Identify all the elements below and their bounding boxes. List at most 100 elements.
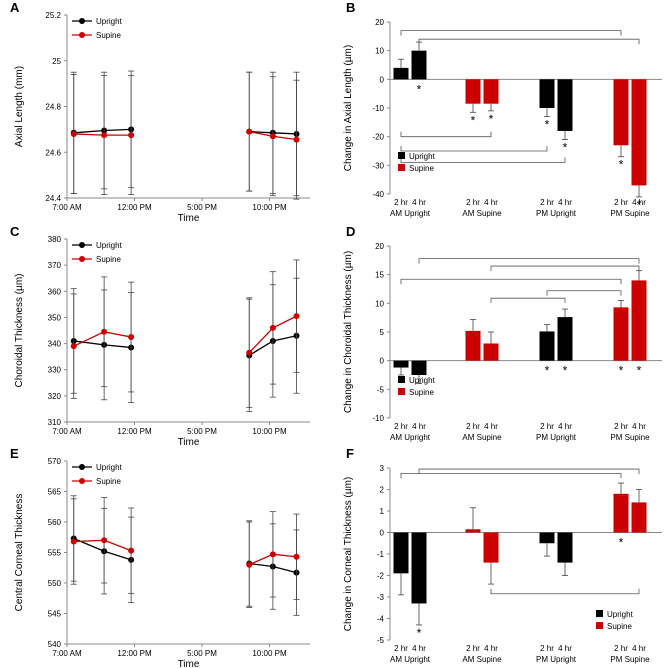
significance-star: * — [563, 364, 568, 378]
y-tick-label: 370 — [48, 261, 62, 270]
bar-hour-label: 4 hr — [412, 644, 426, 653]
supine-bar — [465, 330, 481, 361]
legend-label: Upright — [96, 463, 123, 472]
y-tick-label: 350 — [48, 313, 62, 322]
supine-data-point — [128, 132, 135, 139]
significance-star: * — [619, 158, 624, 172]
legend-swatch — [596, 610, 603, 617]
panel-letter: F — [346, 446, 354, 461]
bar-hour-label: 2 hr — [394, 422, 408, 431]
x-tick-label: 7:00 AM — [52, 649, 82, 658]
significance-star: * — [417, 82, 422, 96]
panel-letter: A — [10, 0, 20, 15]
legend-label: Upright — [409, 376, 436, 385]
y-tick-label: 330 — [48, 366, 62, 375]
bar-hour-label: 4 hr — [558, 644, 572, 653]
x-tick-label: 12:00 PM — [117, 427, 152, 436]
legend-swatch — [398, 152, 405, 159]
legend-marker — [79, 478, 85, 484]
y-tick-label: 5 — [380, 328, 385, 337]
significance-star: * — [471, 113, 476, 127]
axial-length-line-chart: A 24.4 24.6 24.8 25 25.2 7:00 AM 12:00 PM 5:00 P… — [10, 0, 310, 224]
y-tick-label: 565 — [48, 488, 62, 497]
significance-star: * — [619, 536, 624, 550]
y-tick-label: -40 — [372, 190, 384, 199]
y-tick-label: -30 — [372, 161, 384, 170]
supine-data-point — [128, 547, 135, 554]
supine-data-point — [293, 313, 300, 320]
supine-bar — [465, 529, 481, 533]
comparison-bracket — [400, 278, 622, 285]
chart-panel-d: D -10 -5 0 5 10 15 20 Change in Choroidal Thickn… — [334, 224, 668, 446]
supine-bar — [613, 307, 629, 361]
comparison-bracket — [546, 290, 622, 296]
chart-panel-c: C 310 320 330 340 350 360 370 380 7:00 AM 12:00 PM… — [0, 224, 334, 448]
group-label: AM Supine — [462, 655, 502, 664]
bar-hour-label: 2 hr — [540, 198, 554, 207]
bar-hour-label: 4 hr — [484, 644, 498, 653]
supine-bar — [613, 79, 629, 146]
comparison-bracket — [490, 265, 640, 272]
bar-hour-label: 4 hr — [412, 422, 426, 431]
upright-bar — [557, 79, 573, 131]
x-tick-label: 10:00 PM — [252, 649, 287, 658]
legend-label: Supine — [96, 255, 121, 264]
supine-bar — [631, 502, 647, 533]
y-tick-label: 15 — [375, 271, 384, 280]
supine-data-point — [246, 128, 253, 135]
chart-panel-f: F -5 -4 -3 -2 -1 0 1 2 3 Change in Corneal Thickne… — [334, 446, 668, 668]
group-label: PM Upright — [536, 209, 577, 218]
bar-hour-label: 2 hr — [466, 198, 480, 207]
upright-bar — [557, 317, 573, 361]
comparison-bracket — [418, 468, 640, 475]
legend-swatch — [398, 376, 405, 383]
supine-bar — [483, 343, 499, 361]
y-tick-label: 2 — [380, 486, 385, 495]
y-tick-label: 20 — [375, 18, 384, 27]
legend-marker — [79, 256, 85, 262]
comparison-bracket — [400, 131, 492, 138]
axial-length-change-bar-chart: B -40 -30 -20 -10 0 10 20 Change in Axial Length… — [343, 0, 662, 218]
supine-bar — [483, 532, 499, 563]
bar-hour-label: 4 hr — [558, 422, 572, 431]
corneal-thickness-change-bar-chart: F -5 -4 -3 -2 -1 0 1 2 3 Change in Corneal Thickne… — [343, 446, 662, 664]
y-tick-label: -1 — [377, 550, 385, 559]
bar-hour-label: 4 hr — [632, 644, 646, 653]
legend-marker — [79, 32, 85, 38]
legend-swatch — [398, 388, 405, 395]
bar-hour-label: 2 hr — [394, 644, 408, 653]
significance-star: * — [489, 112, 494, 126]
chart-panel-a: A 24.4 24.6 24.8 25 25.2 7:00 AM 12:00 PM 5:00 P… — [0, 0, 334, 224]
group-label: PM Supine — [610, 209, 650, 218]
y-axis-title: Change in Choroidal Thickness (µm) — [343, 251, 354, 413]
y-tick-label: 24.4 — [45, 194, 61, 203]
significance-star: * — [545, 364, 550, 378]
group-label: AM Upright — [390, 209, 431, 218]
group-label: AM Supine — [462, 433, 502, 442]
significance-star: * — [545, 118, 550, 132]
x-tick-label: 12:00 PM — [117, 649, 152, 658]
upright-bar — [411, 532, 427, 604]
y-tick-label: 555 — [48, 549, 62, 558]
significance-star: * — [637, 364, 642, 378]
y-tick-label: -10 — [372, 104, 384, 113]
y-tick-label: 24.8 — [45, 103, 61, 112]
group-label: PM Supine — [610, 433, 650, 442]
comparison-bracket — [418, 258, 640, 264]
legend-label: Upright — [96, 241, 123, 250]
panel-letter: E — [10, 446, 19, 461]
legend-marker — [79, 242, 85, 248]
y-tick-label: 310 — [48, 418, 62, 427]
x-tick-label: 10:00 PM — [252, 203, 287, 212]
y-tick-label: -3 — [377, 593, 385, 602]
significance-star: * — [563, 141, 568, 155]
upright-bar — [557, 532, 573, 563]
supine-data-point — [101, 328, 108, 335]
y-axis-title: Change in Axial Length (µm) — [343, 45, 354, 171]
upright-bar — [393, 67, 409, 80]
upright-bar — [539, 532, 555, 544]
y-tick-label: 540 — [48, 640, 62, 649]
y-tick-label: 0 — [380, 529, 385, 538]
y-axis-title: Change in Corneal Thickness (µm) — [343, 477, 354, 632]
upright-bar — [539, 331, 555, 361]
